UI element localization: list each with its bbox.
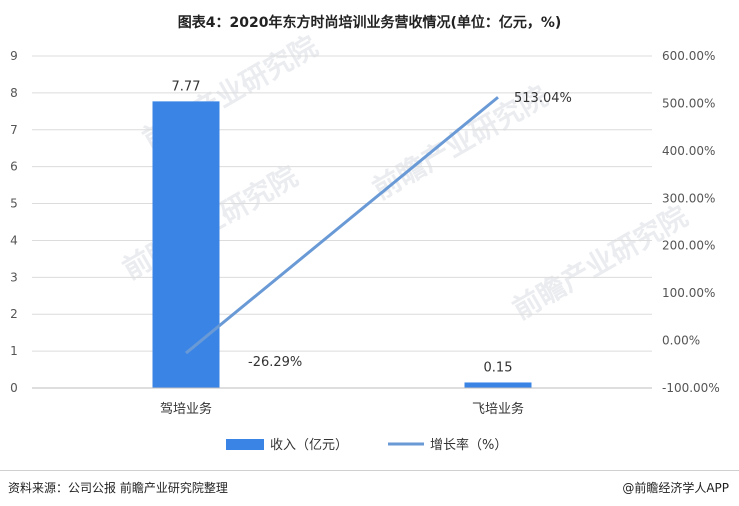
category-label: 飞培业务: [472, 401, 524, 417]
right-tick-label: -100.00%: [662, 381, 720, 395]
bar-series: 7.77 0.15: [152, 79, 532, 388]
left-tick-label: 6: [10, 160, 18, 174]
brand-credit: @前瞻经济学人APP: [622, 481, 729, 495]
left-tick-label: 1: [10, 344, 18, 358]
right-tick-label: 0.00%: [662, 334, 700, 348]
x-axis: 驾培业务 飞培业务: [32, 387, 652, 417]
legend-label: 增长率（%）: [430, 437, 507, 453]
right-axis: -100.00% 0.00% 100.00% 200.00% 300.00% 400.00…: [662, 49, 720, 395]
bar-data-label: 0.15: [484, 360, 513, 375]
line-data-label: -26.29%: [248, 355, 302, 370]
growth-line: [185, 96, 499, 355]
left-tick-label: 7: [10, 123, 18, 137]
right-tick-label: 600.00%: [662, 49, 715, 63]
watermark-text: 前瞻产业研究院: [507, 199, 693, 326]
line-data-label: 513.04%: [514, 91, 572, 106]
right-tick-label: 500.00%: [662, 96, 715, 110]
footer-divider: [0, 470, 739, 471]
left-axis: 0 1 2 3 4 5 6 7 8 9: [10, 49, 18, 395]
left-tick-label: 5: [10, 197, 18, 211]
chart-title: 图表4：2020年东方时尚培训业务营收情况(单位：亿元，%): [177, 15, 562, 31]
bar-data-label: 7.77: [172, 79, 201, 94]
left-tick-label: 0: [10, 381, 18, 395]
right-tick-label: 200.00%: [662, 239, 715, 253]
legend-bar-swatch: [226, 439, 264, 450]
left-tick-label: 4: [10, 233, 18, 247]
left-tick-label: 3: [10, 270, 18, 284]
left-tick-label: 8: [10, 86, 18, 100]
legend-label: 收入（亿元）: [270, 438, 348, 453]
right-tick-label: 300.00%: [662, 191, 715, 205]
left-tick-label: 2: [10, 307, 18, 321]
right-tick-label: 100.00%: [662, 286, 715, 300]
category-label: 驾培业务: [160, 401, 212, 417]
left-tick-label: 9: [10, 49, 18, 63]
line-series: -26.29% 513.04%: [185, 91, 572, 370]
legend: 收入（亿元） 增长率（%）: [226, 437, 507, 453]
right-tick-label: 400.00%: [662, 144, 715, 158]
bar: [152, 101, 220, 388]
chart: 前瞻产业研究院前瞻产业研究院前瞻产业研究院前瞻产业研究院 0123456789 …: [10, 29, 720, 453]
source-note: 资料来源：公司公报 前瞻产业研究院整理: [8, 481, 228, 495]
bar: [464, 382, 532, 388]
